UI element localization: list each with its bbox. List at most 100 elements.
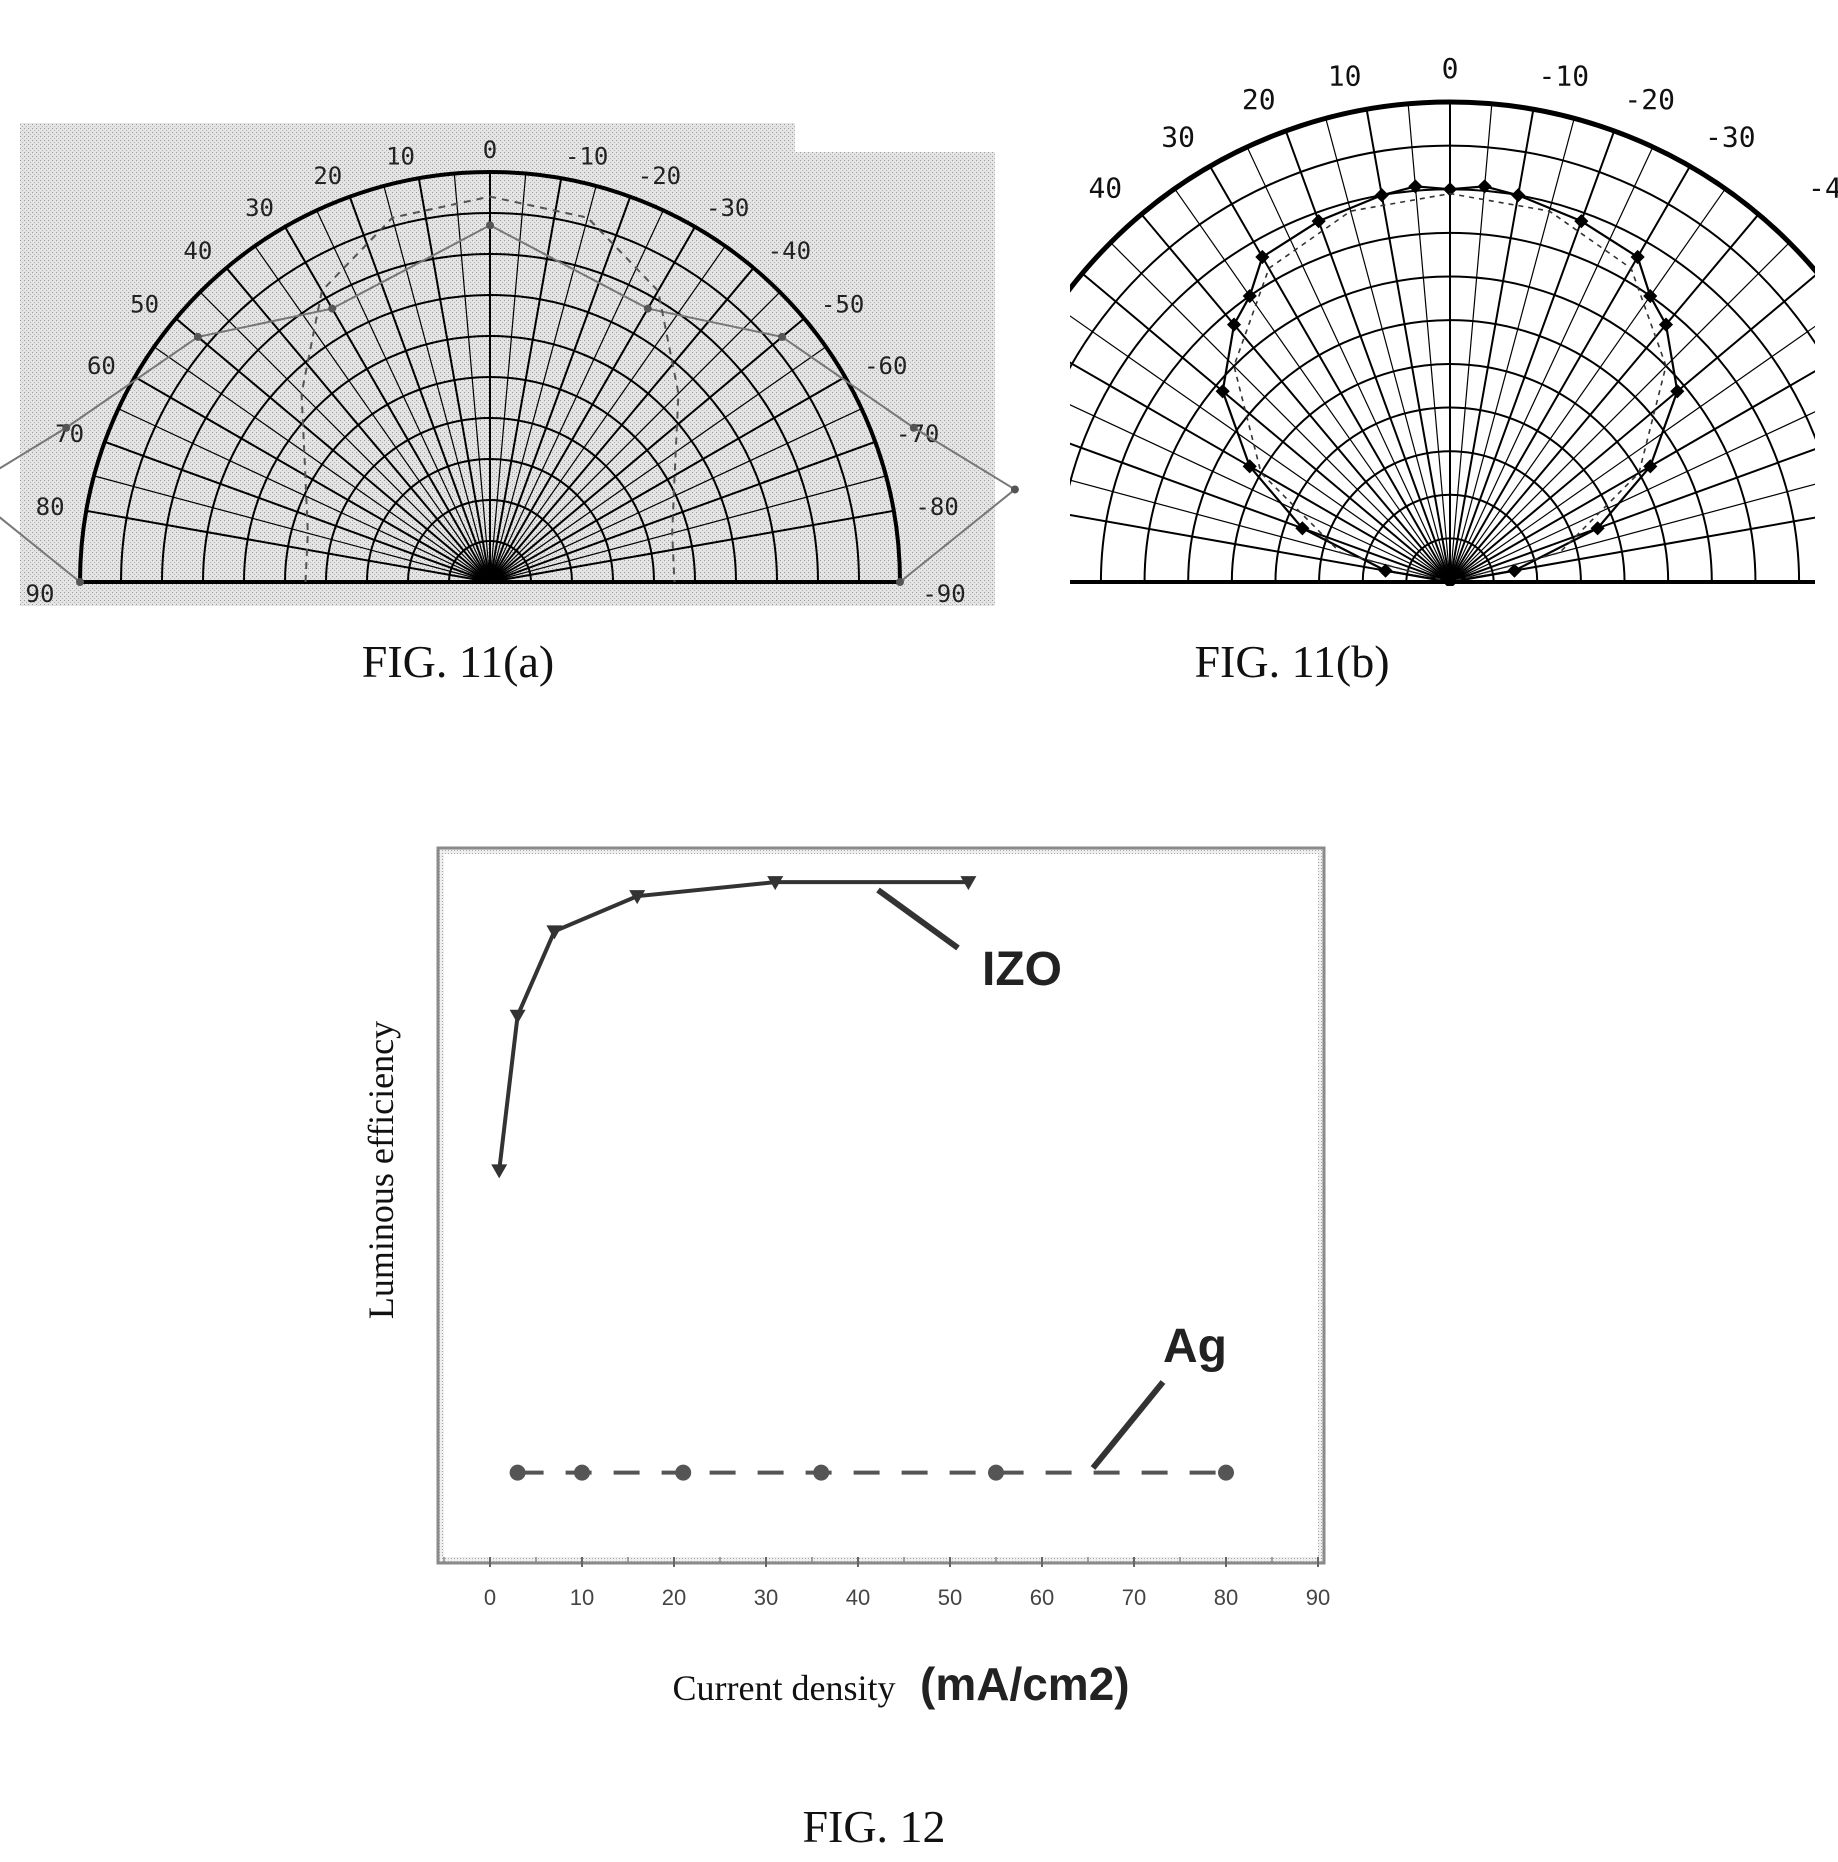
angular-gridline — [175, 317, 491, 583]
angle-tick-label: 0 — [483, 136, 497, 164]
fig-11b-series — [1215, 179, 1685, 586]
polar-data-point — [1242, 288, 1257, 304]
angular-gridline — [383, 185, 491, 583]
polar-data-point — [1215, 384, 1230, 399]
angle-tick-label: 90 — [26, 580, 55, 608]
fig-12-series — [491, 876, 1234, 1481]
angular-gridline — [1325, 118, 1451, 583]
angular-gridline — [1449, 109, 1535, 583]
angle-tick-label: -40 — [768, 237, 811, 265]
izo-data-point — [491, 1164, 508, 1179]
angle-tick-label: -70 — [896, 420, 939, 448]
angle-tick-label: 40 — [1088, 171, 1122, 204]
polar-data-point — [1374, 188, 1389, 203]
ag-data-point — [675, 1464, 692, 1481]
angular-gridline — [1449, 448, 1815, 583]
ag-data-point — [574, 1464, 590, 1481]
polar-data-point — [1630, 249, 1645, 265]
angular-gridline — [225, 267, 491, 583]
polar-data-point — [1477, 179, 1492, 194]
angular-gridline — [1449, 242, 1790, 583]
angular-gridline — [1070, 513, 1451, 583]
x-tick-label: 70 — [1122, 1585, 1146, 1610]
fig-11a-background — [20, 123, 795, 606]
angular-gridline — [489, 210, 664, 583]
polar-data-point — [328, 304, 337, 313]
polar-series-line — [300, 195, 680, 583]
polar-data-point — [1378, 563, 1393, 578]
x-axis-unit: (mA/cm2) — [920, 1658, 1130, 1710]
angular-gridline — [489, 196, 632, 583]
angular-gridline — [1449, 411, 1815, 583]
x-tick-label: 50 — [938, 1585, 962, 1610]
angular-gridline — [316, 210, 491, 583]
polar-data-point — [1442, 182, 1458, 197]
polar-data-point — [1242, 459, 1257, 474]
angle-tick-label: 60 — [87, 352, 116, 380]
angle-tick-label: 80 — [36, 493, 65, 521]
polar-data-point — [909, 423, 918, 432]
izo-data-point — [546, 925, 563, 940]
angular-gridline — [1449, 516, 1815, 583]
izo-data-point — [767, 876, 784, 891]
angle-tick-label: -80 — [915, 493, 958, 521]
x-tick-label: 80 — [1214, 1585, 1238, 1610]
fig-11a-grid — [78, 170, 902, 584]
x-axis-title: Current density — [673, 1668, 896, 1708]
angular-gridline — [1174, 188, 1451, 583]
ag-data-point — [1218, 1464, 1234, 1481]
polar-data-point — [778, 332, 787, 341]
ag-series-label: Ag — [1163, 1320, 1227, 1373]
angle-tick-label: -10 — [565, 143, 608, 171]
angle-tick-label: -50 — [821, 290, 864, 318]
angle-tick-label: -20 — [1624, 83, 1675, 116]
ag-data-point — [813, 1464, 830, 1481]
angle-tick-label: 50 — [130, 290, 159, 318]
angular-gridline — [1449, 188, 1726, 583]
angular-gridline — [1365, 109, 1451, 583]
polar-data-point — [1643, 288, 1658, 304]
angular-gridline — [1449, 118, 1575, 583]
izo-data-point — [509, 1009, 526, 1024]
izo-leader-line — [876, 887, 960, 951]
angle-tick-label: 10 — [1328, 60, 1362, 93]
fig-11b-caption: FIG. 11(b) — [1194, 636, 1389, 687]
polar-data-point — [1658, 317, 1674, 332]
angular-gridline — [86, 509, 491, 583]
angle-tick-label: -4 — [1808, 171, 1838, 204]
angular-gridline — [489, 408, 862, 583]
angle-tick-label: -90 — [922, 580, 965, 608]
izo-series-line — [497, 880, 969, 1171]
polar-data-point — [1670, 384, 1685, 399]
ag-data-point — [509, 1464, 526, 1481]
angular-gridline — [1449, 103, 1493, 583]
polar-data-point — [1590, 521, 1605, 536]
polar-data-point — [1311, 214, 1326, 229]
polar-data-point — [1643, 459, 1658, 474]
fig-11b-angle-labels: 40 30 20 10 0 -10 -20 -30 -4 — [1088, 52, 1838, 204]
angle-tick-label: 40 — [183, 237, 212, 265]
angular-gridline — [489, 317, 805, 583]
polar-data-point — [1255, 249, 1270, 265]
angular-gridline — [153, 346, 491, 583]
angular-gridline — [1449, 146, 1654, 583]
polar-data-point — [896, 578, 904, 586]
fig-11a-caption: FIG. 11(a) — [362, 636, 554, 687]
polar-data-point — [1507, 563, 1522, 578]
angular-gridline — [489, 376, 846, 583]
angular-gridline — [93, 475, 491, 583]
polar-data-point — [62, 423, 71, 432]
radial-gridline — [1070, 188, 1815, 488]
angle-tick-label: -30 — [1705, 120, 1756, 153]
fig-11b-polar-chart: 40 30 20 10 0 -10 -20 -30 -4 — [1070, 52, 1838, 586]
fig-12-x-axis: 0 10 20 30 40 50 60 70 80 90 — [443, 1557, 1330, 1610]
angular-gridline — [1070, 404, 1451, 583]
angle-tick-label: -30 — [706, 194, 749, 222]
x-tick-label: 10 — [570, 1585, 594, 1610]
angular-gridline — [1449, 213, 1760, 583]
x-tick-label: 30 — [754, 1585, 778, 1610]
fig-12-plot-area — [444, 854, 1318, 1557]
angular-gridline — [118, 408, 491, 583]
